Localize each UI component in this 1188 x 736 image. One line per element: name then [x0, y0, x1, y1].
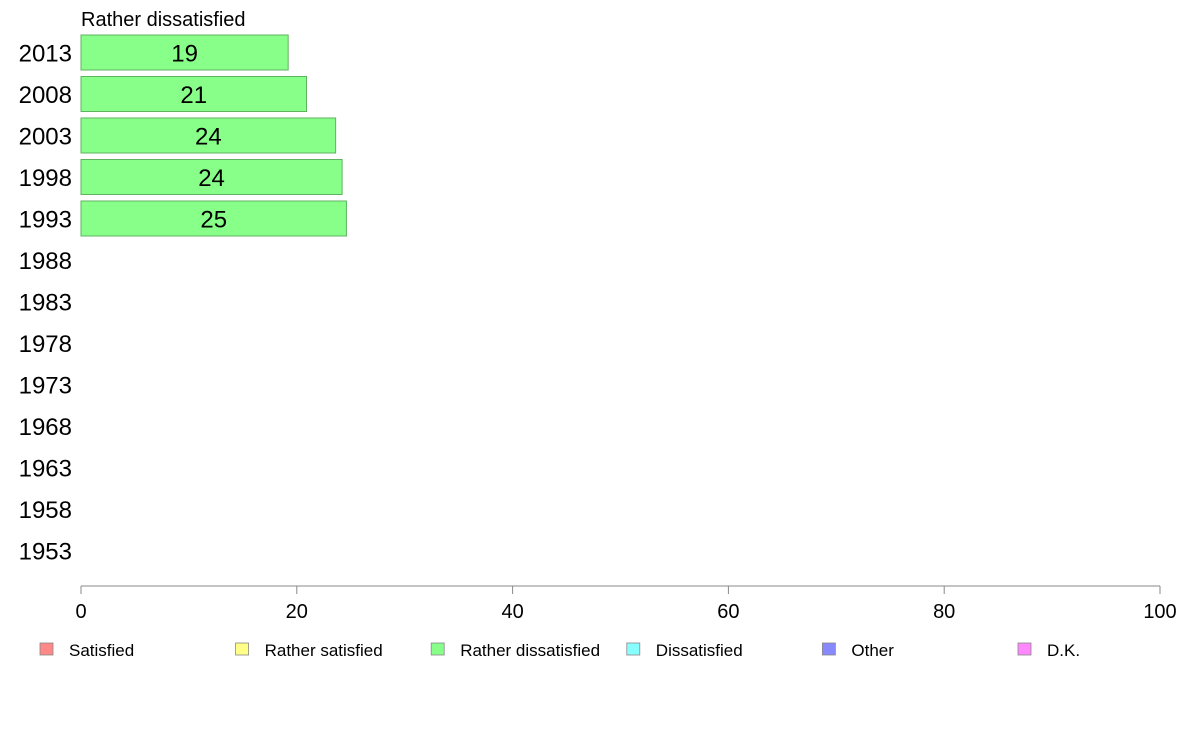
legend-swatch — [39, 642, 54, 656]
legend-label: Satisfied — [69, 641, 134, 660]
category-label: 1953 — [19, 539, 72, 566]
x-tick-label: 80 — [933, 601, 955, 623]
data-label: 21 — [180, 82, 207, 109]
category-label: 1998 — [19, 165, 72, 192]
bar — [80, 76, 308, 112]
legend-label: Rather satisfied — [265, 641, 383, 660]
category-label: 2013 — [19, 41, 72, 68]
legend-swatch — [430, 642, 445, 656]
x-tick-label: 20 — [286, 601, 308, 623]
category-label: 1983 — [19, 290, 72, 317]
data-label: 24 — [195, 124, 222, 151]
category-label: 2003 — [19, 124, 72, 151]
legend-label: Other — [851, 641, 894, 660]
category-label: 2008 — [19, 82, 72, 109]
legend-swatch — [235, 642, 250, 656]
legend-swatch — [822, 642, 836, 656]
data-label: 24 — [198, 165, 225, 192]
category-label: 1978 — [19, 331, 72, 358]
x-tick-label: 60 — [717, 601, 739, 623]
legend: Satisfied Rather satisfied Rather dissatis… — [39, 641, 1080, 660]
bar — [80, 34, 289, 71]
x-tick-label: 100 — [1143, 601, 1176, 623]
category-label: 1988 — [19, 248, 72, 275]
bar — [80, 159, 343, 195]
data-label: 19 — [171, 41, 198, 68]
category-label: 1973 — [19, 373, 72, 400]
data-label: 25 — [200, 207, 227, 234]
legend-swatch — [626, 642, 641, 656]
category-label: 1968 — [19, 414, 72, 441]
bar — [80, 200, 347, 237]
legend-label: Dissatisfied — [656, 641, 743, 660]
legend-label: Rather dissatisfied — [460, 641, 600, 660]
x-tick-label: 40 — [501, 601, 523, 623]
category-label: 1993 — [19, 207, 72, 234]
category-labels: 2013 2008 2003 1998 1993 1988 1983 1978 1973 1968… — [19, 41, 72, 566]
x-tick-label: 0 — [75, 601, 86, 623]
x-axis: 0 20 40 60 80 100 — [75, 585, 1177, 623]
legend-label: D.K. — [1047, 641, 1080, 660]
category-label: 1963 — [19, 456, 72, 483]
bars-group: 19 21 24 24 25 — [80, 34, 347, 237]
category-label: 1958 — [19, 497, 72, 524]
bar — [80, 117, 337, 154]
chart-title: Rather dissatisfied — [81, 9, 246, 31]
legend-swatch — [1017, 642, 1032, 656]
